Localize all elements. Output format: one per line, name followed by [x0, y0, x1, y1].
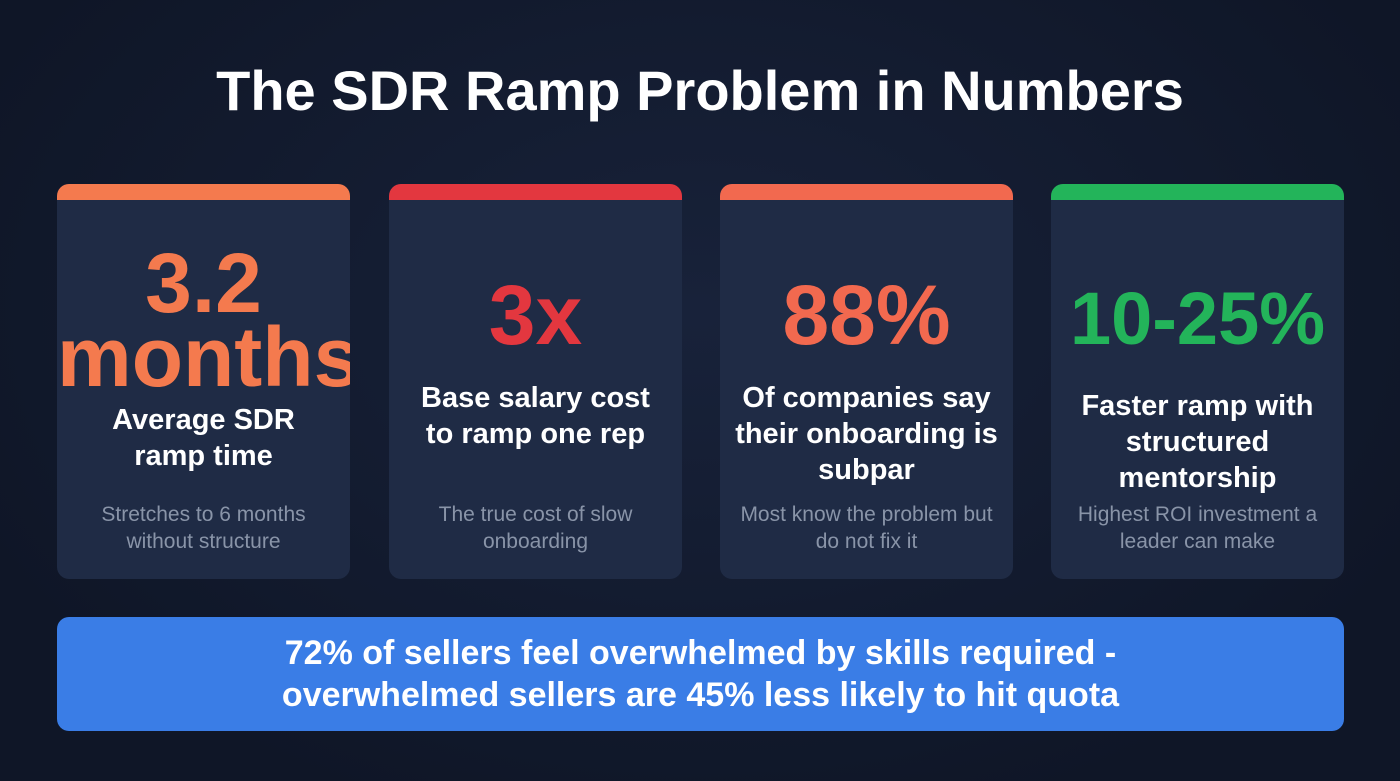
stat-value: 3.2 months: [57, 236, 350, 404]
accent-bar: [720, 184, 1013, 200]
stat-label: Of companies say their onboarding is sub…: [735, 382, 998, 486]
stat-value: 10-25%: [1069, 277, 1326, 360]
summary-banner: 72% of sellers feel overwhelmed by skill…: [57, 617, 1344, 731]
stat-label: Faster ramp with structured mentorship: [1081, 390, 1314, 494]
stat-value: 88%: [782, 268, 951, 362]
stat-card-salary-cost: 3x Base salary cost to ramp one rep The …: [389, 184, 682, 579]
stat-card-ramp-time: 3.2 months Average SDR ramp time Stretch…: [57, 184, 350, 579]
stat-value: 3x: [488, 268, 583, 362]
banner-line-1: 72% of sellers feel overwhelmed by skill…: [284, 634, 1117, 672]
accent-bar: [57, 184, 350, 200]
stat-card-mentorship: 10-25% Faster ramp with structured mento…: [1051, 184, 1344, 579]
stat-subtext: Most know the problem but do not fix it: [740, 503, 993, 553]
stat-subtext: The true cost of slow onboarding: [438, 503, 633, 553]
stat-card-onboarding: 88% Of companies say their onboarding is…: [720, 184, 1013, 579]
stat-label: Average SDR ramp time: [112, 404, 295, 472]
accent-bar: [389, 184, 682, 200]
stat-subtext: Highest ROI investment a leader can make: [1077, 503, 1318, 553]
page-title: The SDR Ramp Problem in Numbers: [216, 59, 1184, 122]
stat-label: Base salary cost to ramp one rep: [421, 382, 650, 450]
banner-line-2: overwhelmed sellers are 45% less likely …: [281, 676, 1120, 714]
accent-bar: [1051, 184, 1344, 200]
stat-subtext: Stretches to 6 months without structure: [101, 503, 306, 553]
